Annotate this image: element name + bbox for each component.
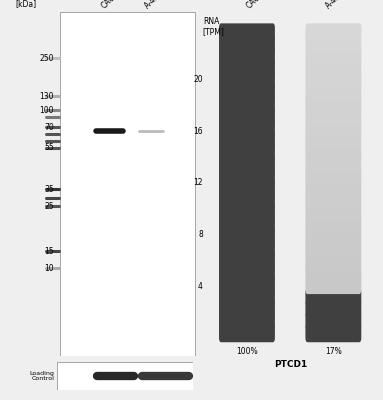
FancyBboxPatch shape [219, 96, 275, 114]
FancyBboxPatch shape [219, 216, 275, 234]
FancyBboxPatch shape [219, 180, 275, 198]
FancyBboxPatch shape [305, 264, 361, 282]
FancyBboxPatch shape [219, 192, 275, 210]
FancyBboxPatch shape [305, 120, 361, 138]
FancyBboxPatch shape [219, 228, 275, 246]
FancyBboxPatch shape [219, 288, 275, 306]
FancyBboxPatch shape [219, 84, 275, 102]
FancyBboxPatch shape [57, 362, 193, 390]
FancyBboxPatch shape [305, 156, 361, 174]
Text: A-431: A-431 [324, 0, 346, 10]
FancyBboxPatch shape [305, 132, 361, 150]
Text: 250: 250 [39, 54, 54, 63]
FancyBboxPatch shape [60, 12, 195, 356]
Text: Low: Low [142, 365, 157, 374]
FancyBboxPatch shape [219, 312, 275, 330]
Text: Loading
Control: Loading Control [30, 370, 54, 382]
FancyBboxPatch shape [219, 144, 275, 162]
FancyBboxPatch shape [305, 84, 361, 102]
FancyBboxPatch shape [219, 35, 275, 53]
FancyBboxPatch shape [305, 144, 361, 162]
FancyBboxPatch shape [219, 168, 275, 186]
FancyBboxPatch shape [305, 252, 361, 270]
FancyBboxPatch shape [219, 324, 275, 342]
FancyBboxPatch shape [219, 264, 275, 282]
FancyBboxPatch shape [219, 252, 275, 270]
Text: PTCD1: PTCD1 [275, 360, 308, 370]
Text: 16: 16 [193, 126, 203, 136]
Text: RNA
[TPM]: RNA [TPM] [203, 17, 225, 36]
FancyBboxPatch shape [219, 240, 275, 258]
Text: 35: 35 [44, 185, 54, 194]
FancyBboxPatch shape [219, 60, 275, 77]
Text: [kDa]: [kDa] [15, 0, 36, 8]
FancyBboxPatch shape [305, 192, 361, 210]
FancyBboxPatch shape [219, 48, 275, 65]
FancyBboxPatch shape [219, 23, 275, 41]
FancyBboxPatch shape [305, 108, 361, 126]
FancyBboxPatch shape [305, 23, 361, 41]
FancyBboxPatch shape [305, 72, 361, 90]
FancyBboxPatch shape [219, 156, 275, 174]
Text: 17%: 17% [325, 347, 342, 356]
Text: 70: 70 [44, 123, 54, 132]
FancyBboxPatch shape [305, 96, 361, 114]
Text: 20: 20 [193, 75, 203, 84]
Text: 12: 12 [193, 178, 203, 187]
Text: 100: 100 [39, 106, 54, 114]
Text: 10: 10 [44, 264, 54, 273]
FancyBboxPatch shape [219, 72, 275, 90]
Text: 130: 130 [39, 92, 54, 101]
FancyBboxPatch shape [305, 276, 361, 294]
Text: 4: 4 [198, 282, 203, 291]
FancyBboxPatch shape [219, 204, 275, 222]
FancyBboxPatch shape [305, 180, 361, 198]
Text: CACO-2: CACO-2 [100, 0, 127, 10]
FancyBboxPatch shape [305, 300, 361, 318]
FancyBboxPatch shape [305, 35, 361, 53]
FancyBboxPatch shape [305, 168, 361, 186]
Text: 8: 8 [198, 230, 203, 239]
FancyBboxPatch shape [219, 300, 275, 318]
FancyBboxPatch shape [305, 240, 361, 258]
FancyBboxPatch shape [219, 132, 275, 150]
FancyBboxPatch shape [305, 228, 361, 246]
FancyBboxPatch shape [305, 312, 361, 330]
Text: 25: 25 [44, 202, 54, 211]
Text: 15: 15 [44, 246, 54, 256]
FancyBboxPatch shape [219, 120, 275, 138]
Text: High: High [97, 365, 115, 374]
FancyBboxPatch shape [219, 108, 275, 126]
Text: 100%: 100% [236, 347, 258, 356]
FancyBboxPatch shape [305, 60, 361, 77]
FancyBboxPatch shape [305, 216, 361, 234]
FancyBboxPatch shape [305, 288, 361, 306]
Text: A-431: A-431 [143, 0, 165, 10]
FancyBboxPatch shape [219, 276, 275, 294]
FancyBboxPatch shape [305, 48, 361, 65]
FancyBboxPatch shape [305, 204, 361, 222]
Text: CACO-2: CACO-2 [245, 0, 272, 10]
Text: 55: 55 [44, 143, 54, 152]
FancyBboxPatch shape [305, 324, 361, 342]
